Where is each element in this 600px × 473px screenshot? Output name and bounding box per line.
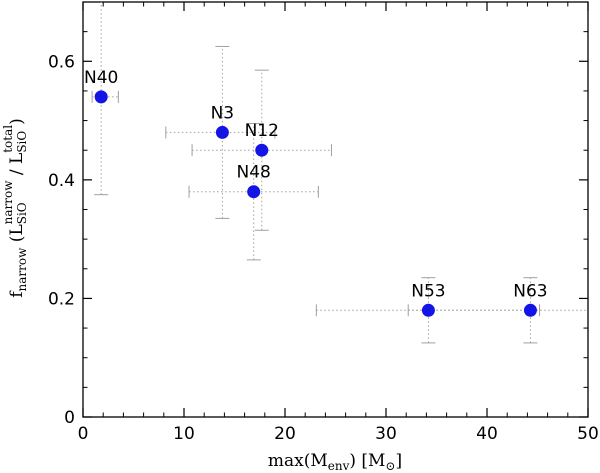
x-tick-label: 20	[274, 424, 296, 444]
x-tick-label: 40	[476, 424, 498, 444]
x-tick-label: 0	[78, 424, 89, 444]
x-tick-label: 10	[173, 424, 195, 444]
data-point-n12	[255, 143, 269, 157]
axis-ticks: 0 10 20 30 40 50 0 0.2 0.4 0.6	[48, 2, 599, 444]
point-labels: N40 N3 N12 N48 N53 N63	[84, 68, 548, 301]
data-points	[94, 90, 537, 317]
y-tick-label: 0.6	[48, 52, 75, 72]
y-tick-label: 0	[64, 408, 75, 428]
plot-frame	[82, 1, 589, 418]
x-axis-label: max(Menv) [M⊙]	[268, 451, 402, 473]
point-label-n12: N12	[245, 121, 279, 141]
point-label-n63: N63	[513, 281, 547, 301]
y-tick-label: 0.4	[48, 171, 75, 191]
point-label-n40: N40	[84, 68, 118, 88]
x-tick-label: 30	[375, 424, 397, 444]
data-point-n40	[94, 90, 108, 104]
y-axis-label: fnarrow (LSiOnarrow / LSiOtotal)	[1, 118, 29, 298]
point-label-n53: N53	[411, 281, 445, 301]
point-label-n3: N3	[211, 103, 235, 123]
y-tick-label: 0.2	[48, 289, 75, 309]
data-point-n3	[215, 125, 229, 139]
x-tick-label: 50	[577, 424, 599, 444]
data-point-n48	[247, 185, 261, 199]
point-label-n48: N48	[237, 163, 271, 183]
data-point-n63	[523, 303, 537, 317]
data-point-n53	[421, 303, 435, 317]
